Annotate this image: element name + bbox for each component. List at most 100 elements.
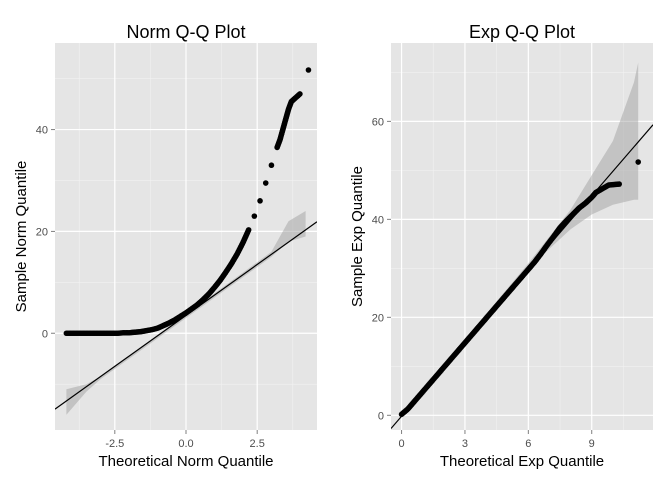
data-point: [525, 266, 532, 273]
y-axis-label: Sample Exp Quantile: [349, 166, 366, 307]
data-point: [597, 187, 603, 193]
data-point: [188, 306, 195, 312]
data-point: [80, 330, 87, 337]
data-point: [92, 330, 98, 337]
data-point: [126, 329, 132, 336]
data-point: [424, 384, 430, 390]
data-point: [160, 322, 167, 329]
data-point: [114, 330, 121, 337]
x-tick-label: 6: [525, 438, 531, 450]
data-point: [177, 313, 184, 320]
x-tick-label: 3: [462, 438, 468, 450]
plot-area: [391, 62, 653, 429]
data-point: [166, 320, 172, 326]
data-point: [194, 301, 201, 308]
data-point: [205, 291, 212, 297]
x-axis-label: Theoretical Exp Quantile: [440, 453, 604, 470]
data-point: [487, 310, 494, 317]
data-point: [245, 227, 252, 233]
y-tick-label: 0: [378, 410, 384, 422]
x-tick-label: 0.0: [178, 438, 193, 450]
data-point: [582, 200, 589, 206]
x-tick-label: 2.5: [250, 438, 265, 450]
data-point: [519, 273, 525, 280]
data-point: [605, 182, 612, 188]
data-point: [593, 189, 599, 196]
data-point: [512, 281, 519, 287]
data-point: [200, 296, 206, 303]
data-point: [257, 198, 263, 204]
data-point: [588, 194, 595, 201]
data-point: [240, 239, 246, 246]
data-point: [137, 328, 144, 335]
data-point: [544, 242, 551, 248]
data-point: [171, 317, 178, 323]
y-tick-label: 40: [372, 214, 384, 226]
data-point: [211, 284, 218, 291]
y-axis-label: Sample Norm Quantile: [13, 161, 30, 313]
data-point: [538, 250, 544, 257]
data-point: [531, 259, 538, 265]
data-point: [430, 376, 437, 383]
data-point: [149, 326, 155, 333]
data-point: [103, 330, 110, 337]
data-point: [576, 205, 582, 211]
panel-title: Exp Q-Q Plot: [469, 22, 575, 42]
data-point: [223, 269, 229, 275]
y-tick-label: 20: [372, 312, 384, 324]
data-point: [154, 325, 161, 331]
data-point: [228, 260, 235, 267]
y-tick-label: 20: [36, 226, 48, 238]
data-point: [86, 330, 92, 337]
data-point: [474, 325, 481, 331]
data-point: [285, 106, 292, 112]
data-point: [268, 162, 275, 169]
data-point: [282, 116, 289, 123]
data-point: [468, 332, 475, 339]
data-point: [280, 126, 286, 133]
data-point: [563, 218, 570, 224]
data-point: [462, 340, 468, 346]
data-point: [449, 354, 456, 361]
data-point: [297, 91, 303, 97]
x-axis-label: Theoretical Norm Quantile: [98, 453, 273, 470]
data-point: [443, 362, 449, 368]
data-point: [74, 330, 81, 337]
data-point: [398, 411, 405, 418]
x-tick-label: 9: [589, 438, 595, 450]
data-point: [436, 369, 443, 375]
data-point: [557, 224, 563, 231]
data-point: [131, 329, 138, 336]
data-point: [120, 329, 127, 336]
data-point: [550, 233, 557, 240]
y-tick-label: 0: [42, 328, 48, 340]
data-point: [405, 406, 411, 412]
panel-title: Norm Q-Q Plot: [126, 22, 245, 42]
data-point: [262, 180, 269, 186]
minor-grid: [391, 43, 653, 430]
y-tick-label: 60: [372, 116, 384, 128]
panel-norm: -2.5 0.0 2.5 0 20 40 Norm Q-Q Plot Theoretical …: [13, 22, 317, 470]
data-point: [143, 327, 149, 334]
data-point: [183, 310, 189, 316]
data-point: [506, 288, 513, 295]
data-point: [411, 398, 418, 405]
data-point: [69, 330, 75, 337]
data-point: [109, 330, 115, 337]
data-point: [417, 391, 424, 398]
y-tick-label: 40: [36, 125, 48, 137]
data-point: [635, 159, 642, 165]
data-point: [305, 67, 312, 73]
x-tick-label: -2.5: [105, 438, 124, 450]
data-point: [251, 213, 258, 219]
data-point: [217, 277, 223, 284]
data-point: [569, 211, 576, 218]
data-point: [291, 96, 298, 102]
x-tick-label: 0: [399, 438, 405, 450]
panel-exp: 0 3 6 9 0 20 40 60 Exp Q-Q Plot Theoretical Exp Q…: [349, 22, 653, 470]
data-point: [616, 181, 622, 187]
data-point: [455, 347, 462, 353]
data-point: [493, 303, 500, 309]
data-point: [481, 317, 487, 324]
